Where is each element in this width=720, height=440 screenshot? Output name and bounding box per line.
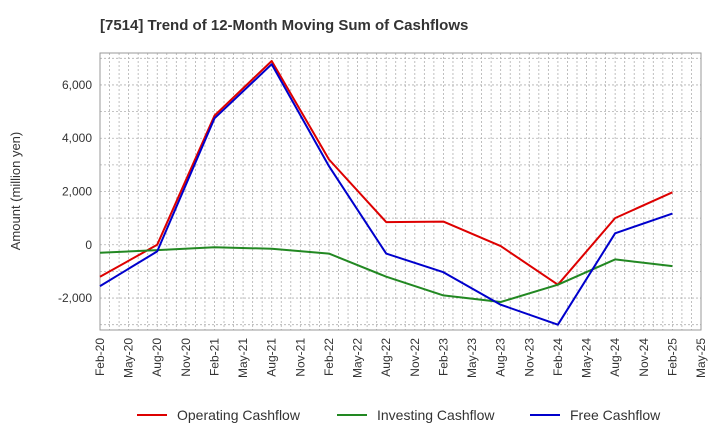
legend-label: Free Cashflow	[570, 407, 661, 423]
x-tick-label: Feb-20	[93, 338, 107, 376]
x-tick-label: Aug-21	[265, 338, 279, 377]
y-tick-label: 4,000	[62, 131, 92, 145]
y-tick-labels: -2,000 0 2,000 4,000 6,000	[58, 78, 92, 305]
plot-area-frame	[99, 52, 702, 331]
legend-label: Investing Cashflow	[377, 407, 495, 423]
x-tick-label: Aug-22	[379, 338, 393, 377]
x-tick-label: Nov-21	[293, 338, 307, 377]
x-tick-label: Feb-21	[207, 338, 221, 376]
x-tick-label: May-21	[236, 338, 250, 378]
grid	[99, 53, 702, 330]
y-tick-label: -2,000	[58, 291, 92, 305]
x-tick-label: May-23	[465, 338, 479, 378]
x-tick-labels: Feb-20 May-20 Aug-20 Nov-20 Feb-21 May-21 Aug-…	[93, 338, 708, 378]
x-tick-label: Nov-22	[408, 338, 422, 377]
legend-label: Operating Cashflow	[177, 407, 301, 423]
x-tick-label: Aug-24	[608, 338, 622, 377]
y-axis-label: Amount (million yen)	[8, 132, 23, 251]
y-tick-label: 2,000	[62, 185, 92, 199]
x-tick-label: Aug-20	[150, 338, 164, 377]
y-tick-label: 6,000	[62, 78, 92, 92]
x-tick-label: Nov-20	[179, 338, 193, 377]
x-tick-label: May-20	[122, 338, 136, 378]
x-tick-label: May-22	[351, 338, 365, 378]
x-tick-label: May-25	[694, 338, 708, 378]
chart-title: [7514] Trend of 12-Month Moving Sum of C…	[100, 17, 468, 34]
x-tick-label: Nov-24	[637, 338, 651, 377]
x-tick-label: Nov-23	[522, 338, 536, 377]
series-line-operating-cashflow	[99, 60, 673, 286]
x-tick-label: Feb-23	[436, 338, 450, 376]
legend: Operating Cashflow Investing Cashflow Free…	[137, 407, 661, 423]
x-tick-label: Feb-24	[551, 338, 565, 376]
x-tick-label: Feb-22	[322, 338, 336, 376]
x-tick-label: Aug-23	[494, 338, 508, 377]
x-tick-label: May-24	[580, 338, 594, 378]
series-line-investing-cashflow	[99, 246, 673, 303]
series-lines	[99, 60, 673, 326]
y-tick-label: 0	[85, 238, 92, 252]
series-line-free-cashflow	[99, 63, 673, 326]
x-tick-label: Feb-25	[665, 338, 679, 376]
